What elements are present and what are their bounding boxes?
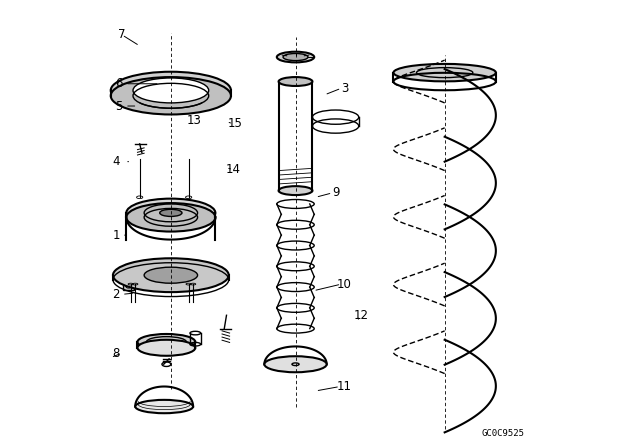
Ellipse shape: [126, 203, 216, 232]
Text: 12: 12: [354, 309, 369, 322]
Ellipse shape: [135, 400, 193, 413]
Ellipse shape: [138, 334, 195, 350]
Ellipse shape: [394, 64, 496, 82]
Text: 5: 5: [115, 99, 122, 112]
Ellipse shape: [277, 52, 314, 62]
Text: 6: 6: [115, 77, 122, 90]
Text: 8: 8: [113, 347, 120, 360]
Ellipse shape: [111, 77, 231, 115]
Text: 10: 10: [337, 278, 352, 291]
Text: 4: 4: [113, 155, 120, 168]
Ellipse shape: [113, 258, 228, 292]
Ellipse shape: [144, 267, 198, 283]
Ellipse shape: [278, 77, 312, 86]
FancyBboxPatch shape: [124, 283, 134, 290]
Ellipse shape: [126, 198, 216, 227]
Ellipse shape: [283, 53, 308, 60]
Text: 3: 3: [340, 82, 348, 95]
Text: 14: 14: [226, 163, 241, 176]
Ellipse shape: [278, 186, 312, 195]
Ellipse shape: [133, 78, 209, 103]
Text: 13: 13: [187, 114, 202, 127]
Text: 9: 9: [332, 186, 339, 199]
Text: 2: 2: [113, 288, 120, 301]
Text: GC0C9525: GC0C9525: [482, 429, 525, 438]
Ellipse shape: [160, 209, 182, 216]
Ellipse shape: [138, 340, 195, 356]
Text: 1: 1: [113, 228, 120, 241]
Text: 11: 11: [337, 380, 352, 393]
Ellipse shape: [111, 72, 231, 109]
Text: 15: 15: [228, 117, 243, 130]
Text: 7: 7: [118, 28, 125, 41]
Ellipse shape: [264, 356, 326, 372]
